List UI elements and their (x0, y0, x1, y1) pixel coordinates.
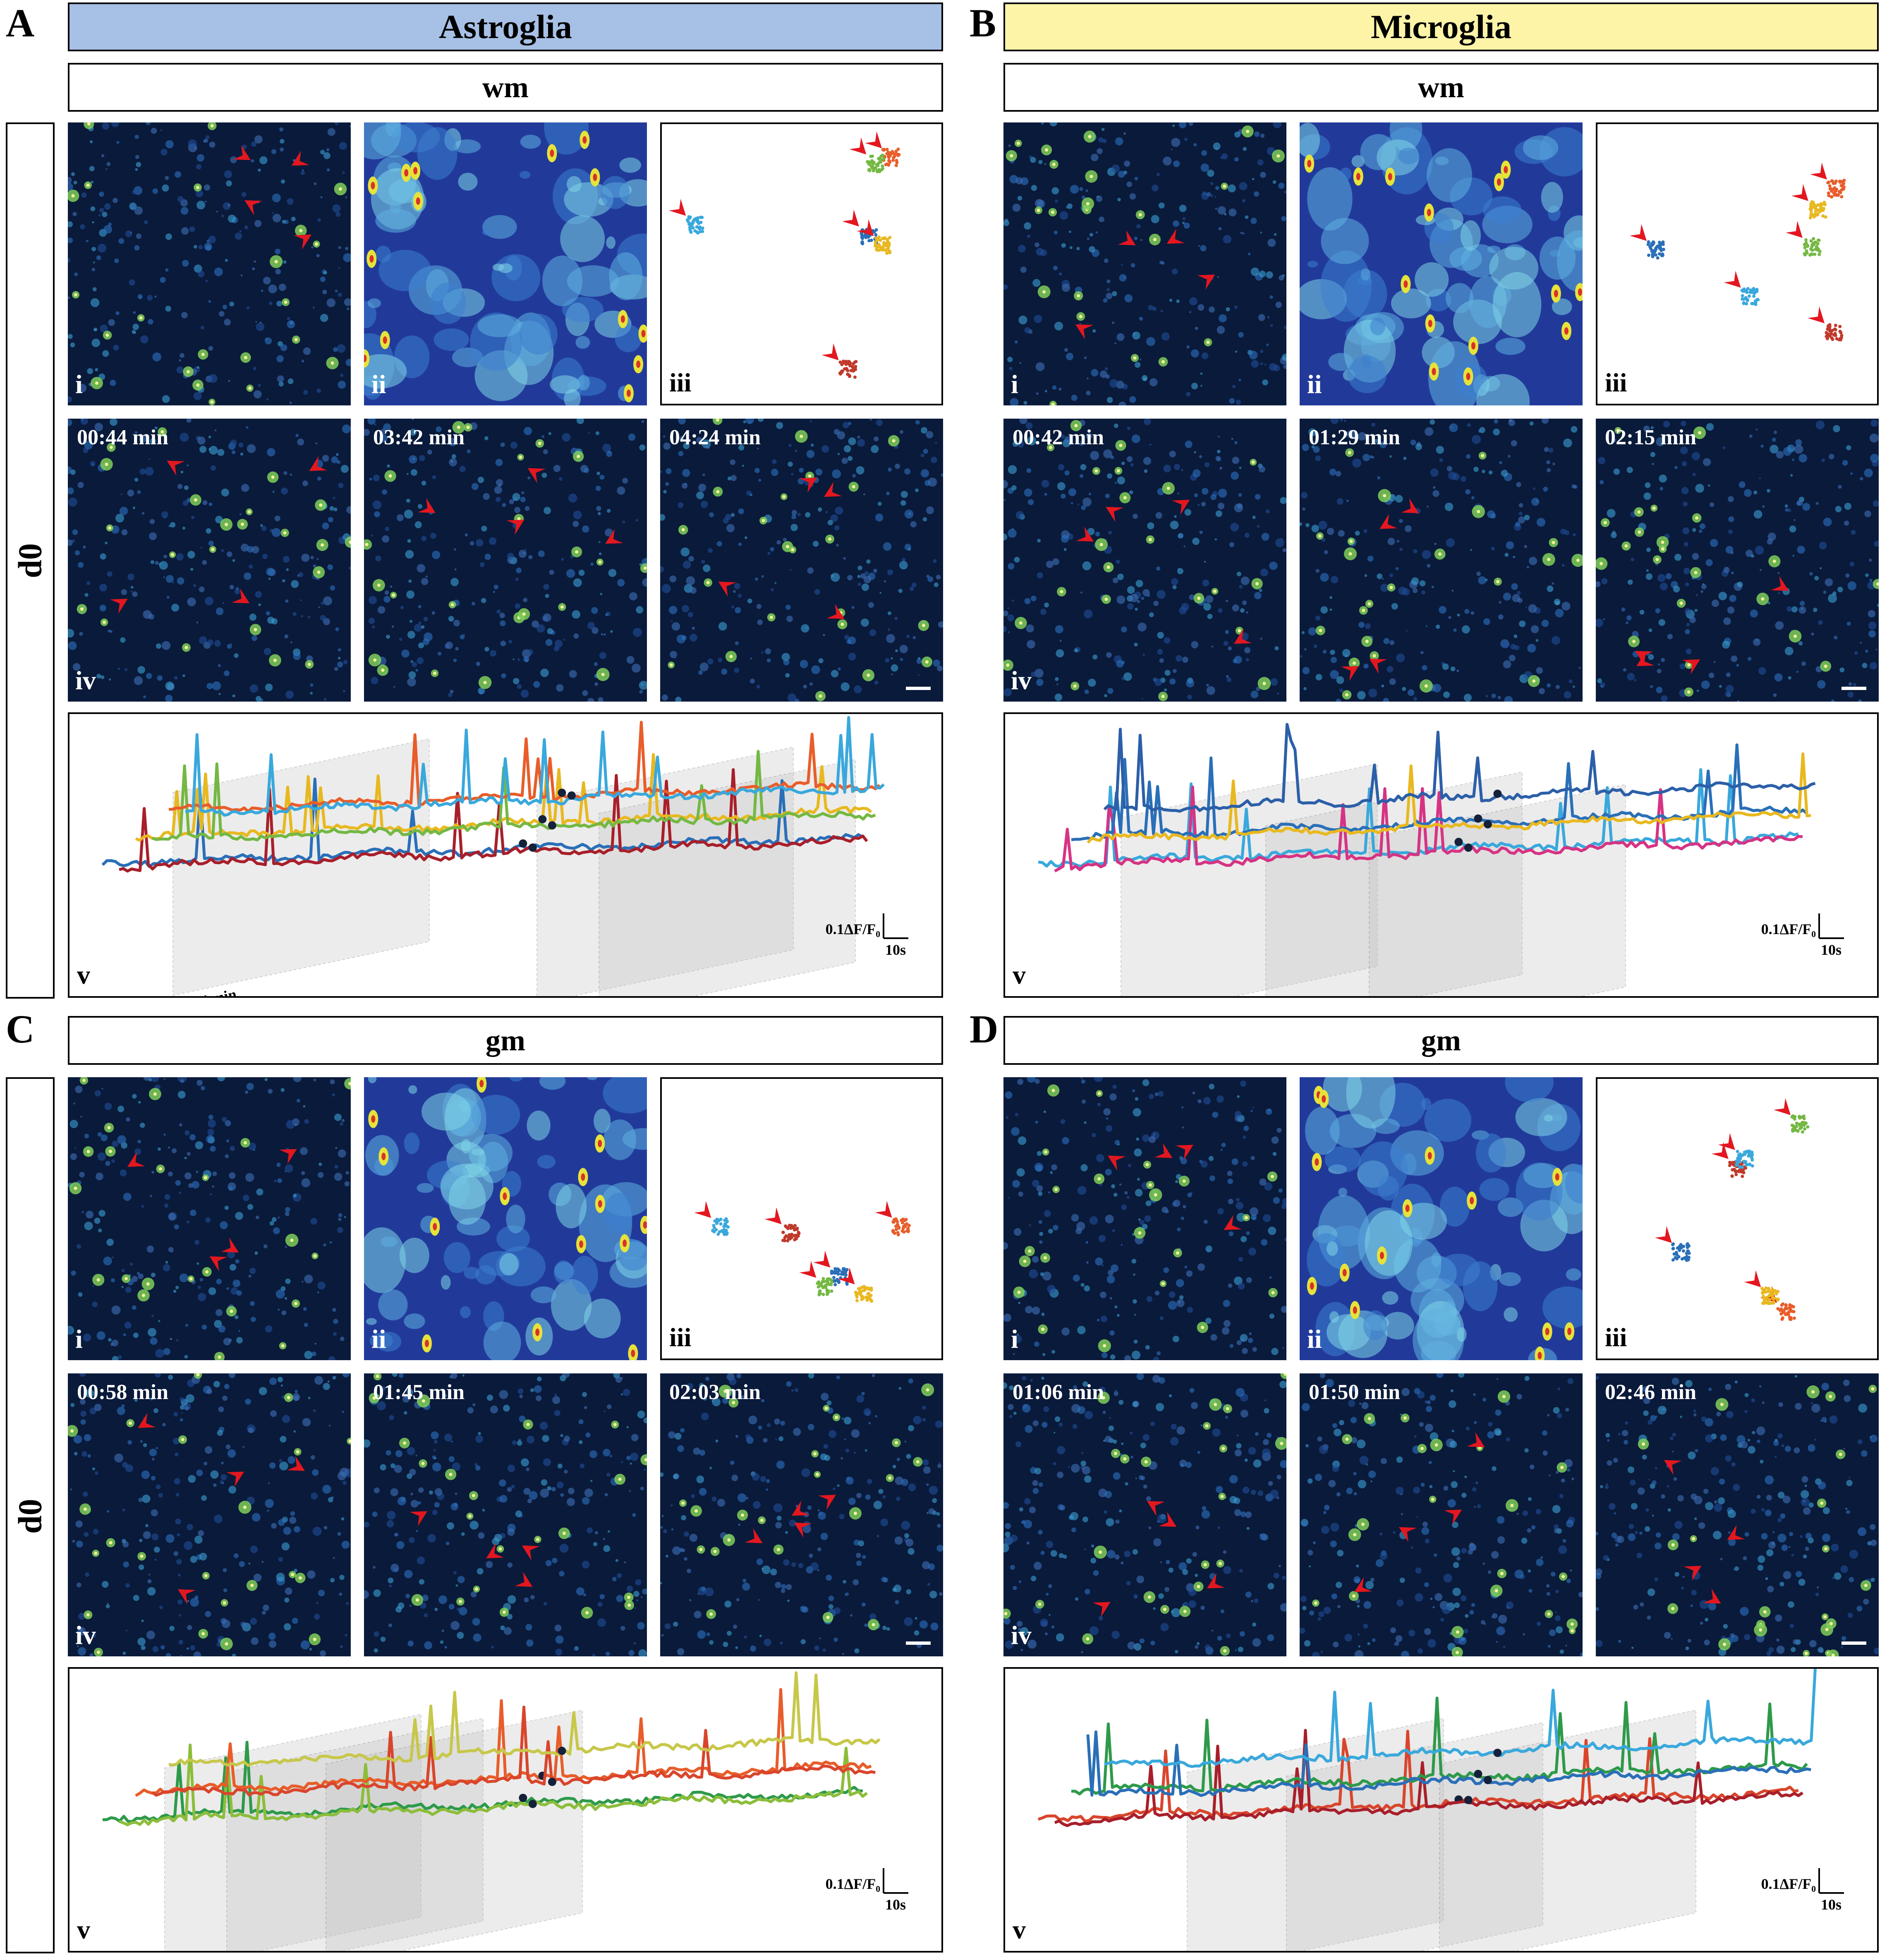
region-header-a: wm (68, 63, 943, 112)
panel-label: i (75, 1324, 83, 1354)
scale-x-label: 10s (1821, 1896, 1842, 1913)
region-header-d: gm (1003, 1016, 1879, 1065)
timestamp-label: 00:44 min (77, 426, 168, 449)
timestamp-label: 01:29 min (1309, 426, 1400, 449)
timestamp-label: 00:42 min (1013, 426, 1104, 449)
panel-label: i (1011, 369, 1018, 399)
row-frame-bottom (6, 1077, 55, 1953)
panel-label-d-v: v (1013, 1915, 1026, 1944)
scale-y-label: 0.1ΔF/F₀ (826, 921, 880, 937)
panel-b-time-2: 02:15 min (1596, 419, 1879, 702)
timestamp-label: 03:42 min (373, 426, 465, 449)
panel-b-iii: iii (1596, 122, 1879, 405)
panel-a-ii: ii (364, 122, 647, 405)
panel-d-time-2: 02:46 min (1596, 1373, 1879, 1656)
panel-label: iv (75, 666, 96, 695)
scale-x-label: 10s (885, 942, 906, 958)
panel-label: iii (1605, 1323, 1627, 1352)
panel-label: ii (371, 369, 386, 399)
panel-label-a-v: v (77, 960, 90, 990)
timestamp-label: 00:58 min (77, 1380, 168, 1404)
panel-a-time-2: 04:24 min (660, 419, 943, 702)
timestamp-label: 04:24 min (669, 426, 761, 449)
panel-c-time-2: 02:03 min (660, 1373, 943, 1656)
microglia-header: Microglia (1003, 2, 1879, 51)
panel-b-i: i (1003, 122, 1286, 405)
panel-label: ii (1307, 369, 1322, 399)
region-header-c: gm (68, 1016, 943, 1065)
panel-label: iii (669, 1323, 692, 1352)
panel-a-time-0: 00:44 min iv (68, 419, 351, 702)
timestamp-label: 02:03 min (669, 1380, 761, 1404)
scale-x-label: 10s (1821, 942, 1842, 958)
panel-b-time-0: 00:42 min iv (1003, 419, 1286, 702)
panel-label-b-v: v (1013, 960, 1026, 990)
scale-x-label: 10s (885, 1896, 906, 1913)
timestamp-label: 01:45 min (373, 1380, 465, 1404)
timestamp-label: 01:50 min (1309, 1380, 1400, 1404)
panel-d-iii: iii (1596, 1077, 1879, 1360)
panel-b-ii: ii (1300, 122, 1583, 405)
scale-bar (906, 1641, 931, 1645)
panel-letter-d: D (970, 1007, 999, 1051)
panel-letter-c: C (6, 1007, 35, 1051)
scale-bar (1842, 687, 1866, 690)
panel-c-i: i (68, 1077, 351, 1360)
panel-label: iii (1605, 368, 1627, 397)
timestamp-label: 01:06 min (1013, 1380, 1104, 1404)
region-header-b: wm (1003, 63, 1879, 112)
panel-label: iv (75, 1620, 96, 1650)
panel-c-iii: iii (660, 1077, 943, 1360)
astroglia-header: Astroglia (68, 2, 943, 51)
panel-label: iv (1011, 1620, 1032, 1650)
timestamp-label: 02:46 min (1605, 1380, 1696, 1404)
panel-label: iii (669, 368, 692, 397)
row-frame-top (6, 122, 55, 999)
panel-d-i: i (1003, 1077, 1286, 1360)
scale-bar (1842, 1641, 1866, 1645)
panel-b-time-1: 01:29 min (1300, 419, 1583, 702)
panel-d-time-0: 01:06 min iv (1003, 1373, 1286, 1656)
panel-letter-a: A (6, 1, 35, 45)
scale-y-label: 0.1ΔF/F₀ (826, 1876, 880, 1892)
panel-label: i (75, 369, 83, 399)
panel-label: iv (1011, 666, 1032, 695)
day-label-bottom: d0 (12, 1499, 49, 1534)
panel-d-ii: ii (1300, 1077, 1583, 1360)
panel-a-time-1: 03:42 min (364, 419, 647, 702)
panel-a-iii: iii (660, 122, 943, 405)
panel-d-time-1: 01:50 min (1300, 1373, 1583, 1656)
panel-label-c-v: v (77, 1915, 90, 1944)
scale-y-label: 0.1ΔF/F₀ (1761, 921, 1816, 937)
panel-letter-b: B (970, 1, 996, 45)
panel-c-time-1: 01:45 min (364, 1373, 647, 1656)
panel-c-time-0: 00:58 min iv (68, 1373, 351, 1656)
panel-label: ii (371, 1324, 386, 1354)
scale-bar (906, 687, 931, 690)
timestamp-label: 02:15 min (1605, 426, 1696, 449)
day-label-top: d0 (12, 543, 49, 578)
panel-label: ii (1307, 1324, 1322, 1354)
panel-label: i (1011, 1324, 1018, 1354)
panel-c-ii: ii (364, 1077, 647, 1360)
scale-y-label: 0.1ΔF/F₀ (1761, 1876, 1816, 1892)
panel-a-i: i (68, 122, 351, 405)
